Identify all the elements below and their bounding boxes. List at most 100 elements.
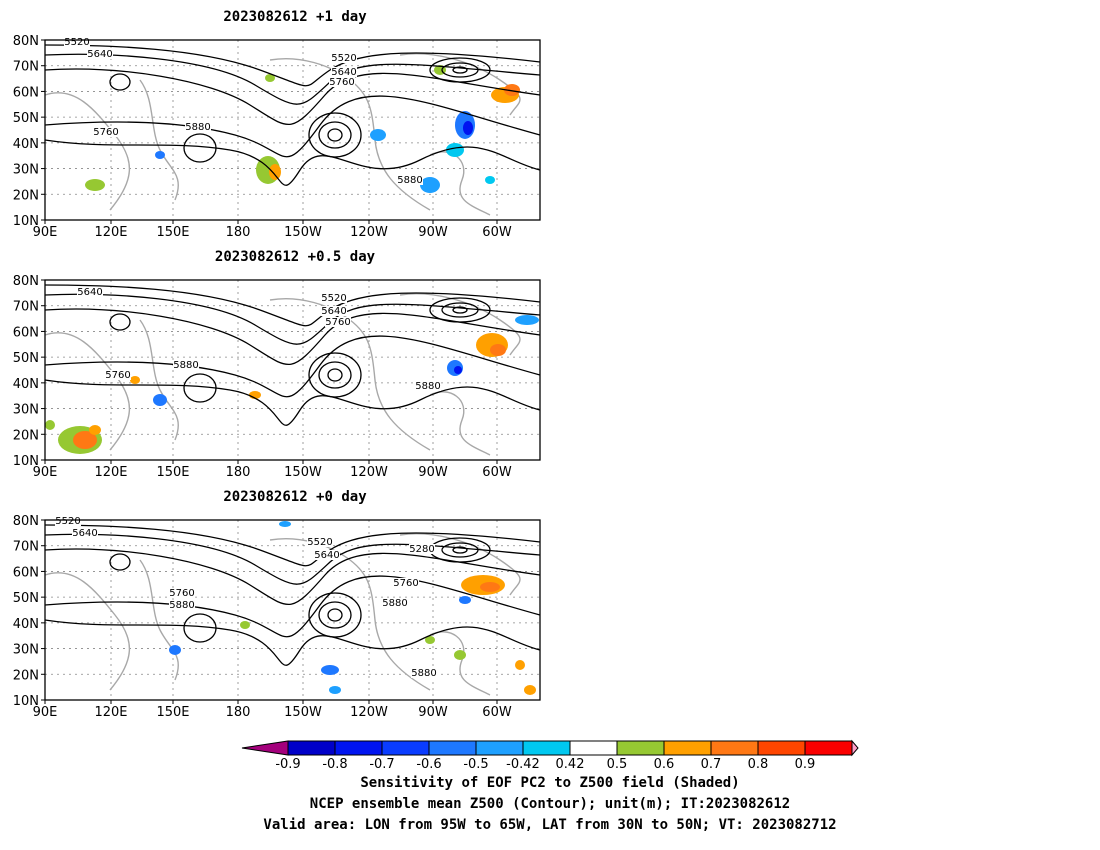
colorbar-segment (804, 740, 853, 756)
coastline (139, 559, 179, 681)
coastline (399, 533, 521, 596)
contour-label: 5640 (331, 67, 356, 78)
lon-tick-label: 90E (33, 225, 58, 240)
z500-contour (44, 53, 541, 105)
coastline (429, 151, 491, 216)
z500-closed-contour (452, 546, 468, 554)
contour-label: 5880 (411, 668, 436, 679)
colorbar-segment (757, 740, 806, 756)
contour-label-bg (169, 588, 195, 598)
lat-tick-label: 80N (13, 514, 39, 529)
z500-closed-contour (109, 553, 131, 571)
contour-label-bg (55, 516, 81, 526)
colorbar-segment (334, 740, 383, 756)
z500-closed-contour (327, 128, 343, 142)
map-frame (44, 519, 541, 701)
lon-tick-label: 120W (350, 465, 388, 480)
z500-closed-contour (308, 112, 362, 158)
contour-label-bg (173, 360, 199, 370)
colorbar-tick-label: -0.5 (463, 757, 488, 772)
lon-tick-label: 180 (226, 705, 251, 720)
colorbar-tick-label: 0.9 (795, 757, 816, 772)
colorbar-segment (663, 740, 712, 756)
contour-label: 5880 (415, 381, 440, 392)
z500-closed-contour (327, 608, 343, 622)
lat-tick-label: 20N (13, 668, 39, 683)
z500-contour (44, 293, 541, 345)
z500-contour (44, 379, 541, 426)
z500-closed-contour (441, 302, 479, 318)
sensitivity-shade (321, 665, 339, 675)
z500-closed-contour (318, 601, 352, 629)
z500-closed-contour (441, 62, 479, 78)
contour-label: 5280 (409, 544, 434, 555)
map-panel-3: 2023082612 +0 day55205640552056405280576… (13, 489, 541, 720)
z500-closed-contour (327, 368, 343, 382)
contour-label-bg (321, 306, 347, 316)
contour-label: 5520 (307, 537, 332, 548)
z500-contour (44, 524, 541, 567)
lat-tick-label: 30N (13, 403, 39, 418)
contour-label-bg (77, 287, 103, 297)
lon-tick-label: 120W (350, 225, 388, 240)
sensitivity-shade (45, 420, 55, 430)
lat-tick-label: 30N (13, 163, 39, 178)
lon-tick-label: 90E (33, 705, 58, 720)
lon-tick-label: 120E (94, 705, 127, 720)
z500-contour (44, 335, 541, 398)
contour-label: 5520 (64, 37, 89, 48)
colorbar-tick-label: -0.9 (275, 757, 300, 772)
sensitivity-shade (485, 176, 495, 184)
colorbar-segment (428, 740, 477, 756)
lat-tick-label: 10N (13, 694, 39, 709)
z500-contour (44, 95, 541, 158)
colorbar-tick-label: 0.6 (654, 757, 675, 772)
footer-line-1: Sensitivity of EOF PC2 to Z500 field (Sh… (360, 775, 740, 791)
z500-closed-contour (429, 57, 491, 83)
contour-label-bg (393, 578, 419, 588)
lat-tick-label: 70N (13, 300, 39, 315)
contour-label-bg (409, 544, 435, 554)
contour-label: 5520 (321, 293, 346, 304)
sensitivity-shade (169, 645, 181, 655)
z500-closed-contour (441, 542, 479, 558)
lat-tick-label: 20N (13, 188, 39, 203)
contour-label: 5880 (173, 360, 198, 371)
coastline (44, 572, 131, 691)
contour-label: 5760 (325, 317, 350, 328)
lat-tick-label: 60N (13, 565, 39, 580)
map-frame (44, 279, 541, 461)
sensitivity-shade (279, 521, 291, 527)
z500-contour (44, 44, 541, 87)
z500-contour (44, 619, 541, 666)
footer-line-2: NCEP ensemble mean Z500 (Contour); unit(… (309, 796, 791, 812)
sensitivity-shade (524, 685, 536, 695)
z500-closed-contour (308, 592, 362, 638)
sensitivity-shade (370, 129, 386, 141)
coastline (429, 391, 491, 456)
colorbar-segment (569, 740, 618, 756)
map-plot-area (45, 520, 540, 700)
panel-title: 2023082612 +1 day (223, 9, 367, 25)
lat-tick-label: 30N (13, 643, 39, 658)
contour-label: 5640 (321, 306, 346, 317)
colorbar-tick-label: 0.8 (748, 757, 769, 772)
sensitivity-shade (153, 394, 167, 406)
colorbar-tick-label: -0.6 (416, 757, 441, 772)
z500-contour (44, 139, 541, 186)
lon-tick-label: 90E (33, 465, 58, 480)
contour-label: 5760 (93, 127, 118, 138)
contour-label: 5760 (169, 588, 194, 599)
sensitivity-shade (269, 164, 281, 180)
sensitivity-shade (73, 431, 97, 449)
lon-tick-label: 120E (94, 465, 127, 480)
lat-tick-label: 80N (13, 274, 39, 289)
lon-tick-label: 120W (350, 705, 388, 720)
lon-tick-label: 150W (284, 465, 322, 480)
z500-contour (44, 68, 541, 125)
lon-tick-label: 180 (226, 465, 251, 480)
contour-label: 5760 (105, 370, 130, 381)
contour-label: 5640 (72, 528, 97, 539)
sensitivity-shade (155, 151, 165, 159)
